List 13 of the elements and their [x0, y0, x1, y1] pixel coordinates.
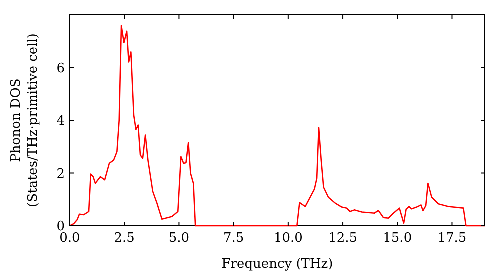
y-tick-label: 4 [56, 114, 65, 130]
y-axis-title: Phonon DOS (States/THz·primitive cell) [9, 33, 41, 208]
y-tick-label: 6 [56, 61, 65, 76]
x-tick-label: 0.0 [60, 231, 80, 246]
x-tick-label: 17.5 [438, 231, 467, 246]
x-tick-label: 15.0 [383, 231, 412, 246]
x-tick-label: 2.5 [114, 231, 135, 246]
x-tick-label: 12.5 [328, 231, 358, 246]
x-axis-title: Frequency (THz) [222, 257, 334, 272]
x-tick-label: 10.0 [274, 231, 303, 246]
x-tick-label: 7.5 [223, 231, 244, 246]
y-tick-label: 2 [56, 166, 65, 182]
x-tick-label: 5.0 [168, 231, 190, 246]
